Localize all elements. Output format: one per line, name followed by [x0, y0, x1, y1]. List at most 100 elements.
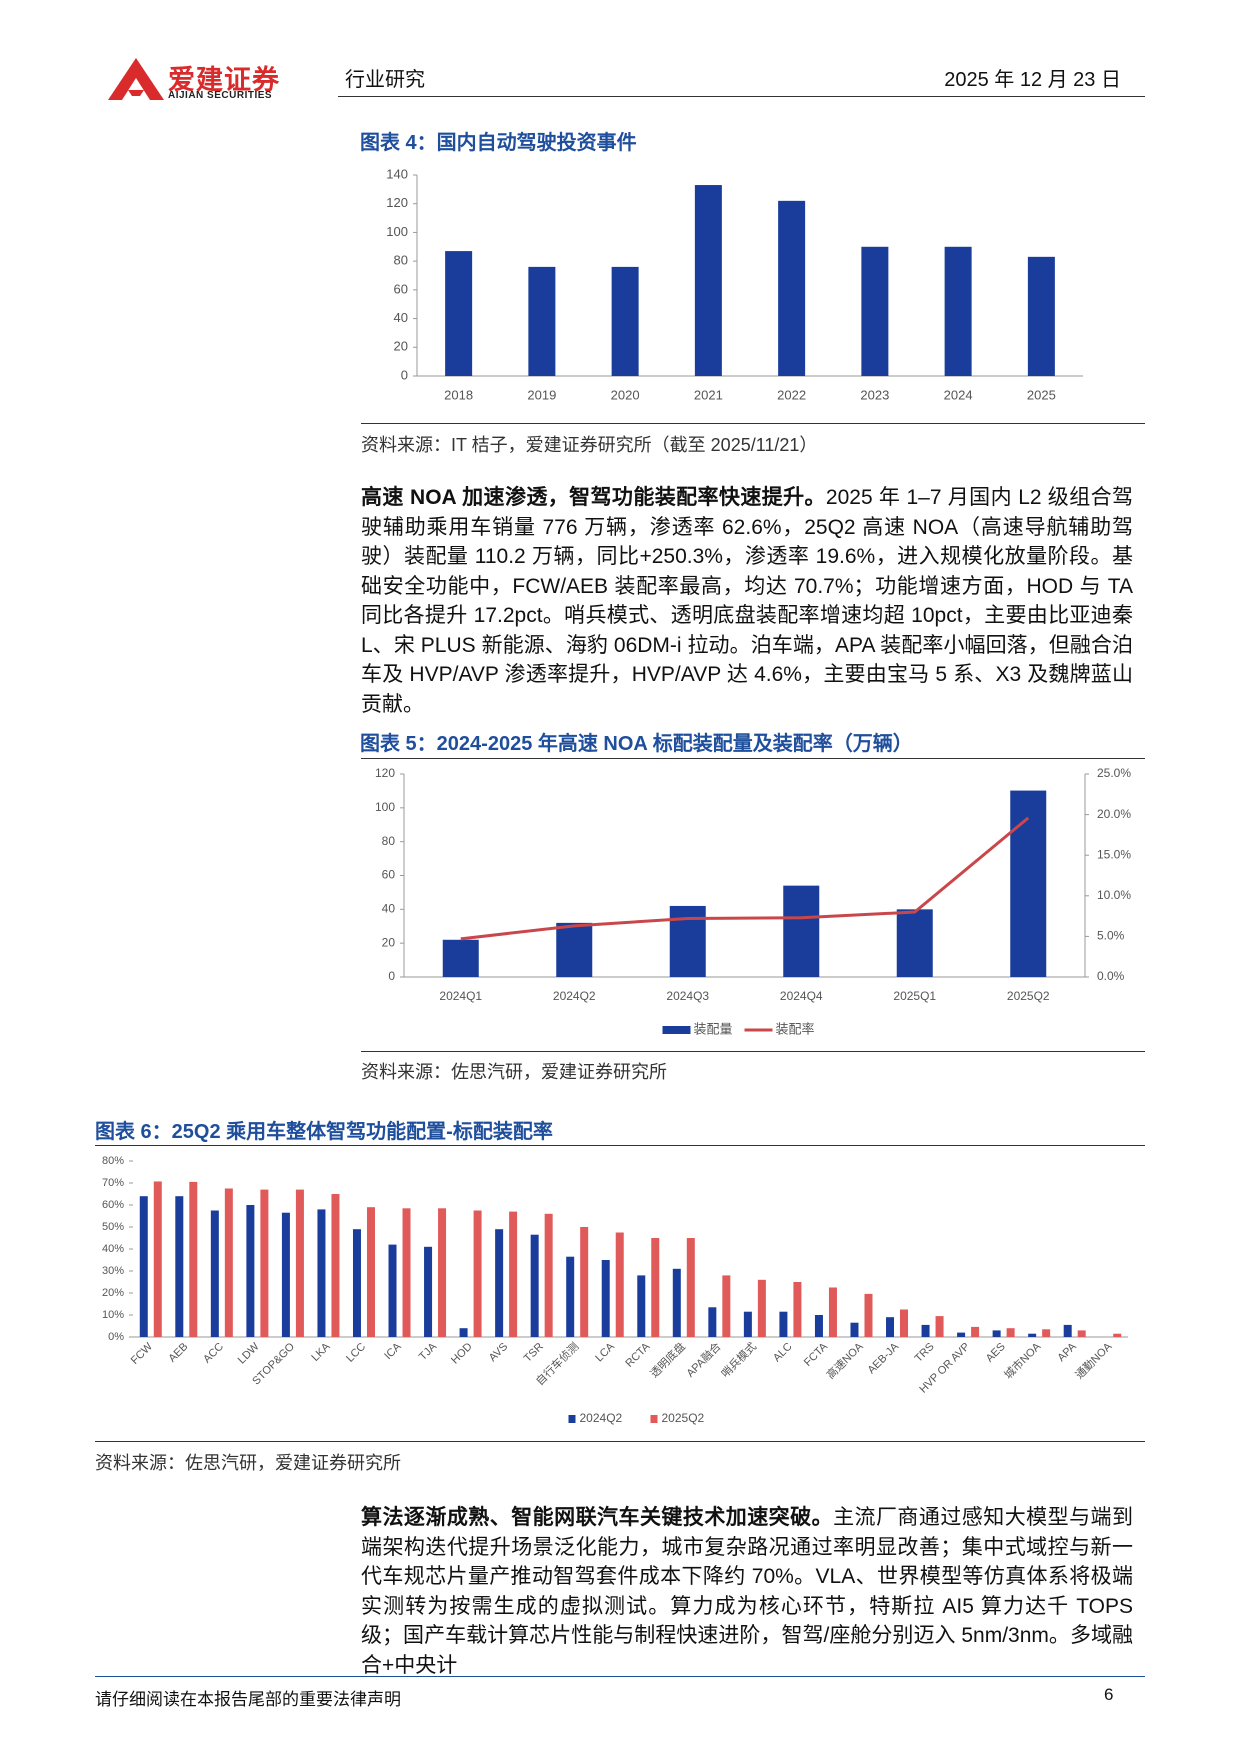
bar [438, 1208, 447, 1337]
x-tick-label: 2018 [444, 387, 473, 402]
bar [246, 1205, 255, 1337]
x-tick-label: AES [984, 1341, 1008, 1365]
bar [495, 1229, 504, 1337]
bar [722, 1275, 731, 1337]
y2-tick-label: 0.0% [1097, 969, 1125, 983]
bar [783, 885, 820, 977]
figure-source: 资料来源：佐思汽研，爱建证券研究所 [95, 1453, 401, 1473]
y-tick-label: 120 [375, 766, 395, 780]
x-tick-label: LKA [309, 1340, 333, 1364]
y-tick-label: 20 [382, 935, 396, 949]
y-tick-label: 0% [108, 1331, 124, 1343]
footer-disclaimer: 请仔细阅读在本报告尾部的重要法律声明 [95, 1690, 401, 1709]
figure-source: 资料来源：IT 桔子，爱建证券研究所（截至 2025/11/21） [361, 435, 818, 455]
x-tick-label: LCA [593, 1340, 617, 1364]
bar [743, 1311, 752, 1337]
y2-tick-label: 20.0% [1097, 807, 1131, 821]
paragraph: 算法逐渐成熟、智能网联汽车关键技术加速突破。主流厂商通过感知大模型与端到端架构迭… [361, 1503, 1133, 1680]
bar [615, 1232, 624, 1337]
y2-tick-label: 15.0% [1097, 847, 1131, 861]
y-tick-label: 100 [375, 800, 395, 814]
x-tick-label: 高速NOA [823, 1339, 866, 1382]
y-tick-label: 40 [382, 902, 396, 916]
y-tick-label: 0 [388, 969, 395, 983]
legend-label: 2025Q2 [662, 1411, 705, 1425]
bar [793, 1282, 802, 1337]
bar [1006, 1328, 1015, 1337]
y-tick-label: 50% [102, 1221, 124, 1233]
x-tick-label: 哨兵模式 [719, 1340, 759, 1380]
title-rule [95, 1145, 1145, 1146]
bar [669, 905, 706, 977]
bar [260, 1189, 269, 1337]
x-tick-label: ACC [201, 1341, 226, 1366]
chart: 0%10%20%30%40%50%60%70%80%FCW AEB ACC LDWST… [102, 1155, 1128, 1425]
bar [1027, 256, 1055, 376]
bar [473, 1210, 482, 1337]
y-tick-label: 40% [102, 1243, 124, 1255]
report-date: 2025 年 12 月 23 日 [944, 69, 1121, 91]
x-tick-label: TSR [522, 1341, 546, 1365]
footer-rule [95, 1676, 1145, 1677]
source-rule [95, 1441, 1145, 1442]
bar [556, 922, 593, 977]
legend-swatch [650, 1415, 658, 1423]
logo-text: 爱建证券 [168, 65, 280, 95]
y2-tick-label: 25.0% [1097, 766, 1131, 780]
chart: 0 20 40 60 80 100 120 140 2018 2019 2020 2021 2022 20… [386, 166, 1083, 402]
legend-swatch [662, 1026, 691, 1034]
bar [459, 1328, 468, 1337]
bar [814, 1315, 823, 1337]
x-tick-label: 2025Q1 [893, 989, 936, 1003]
x-tick-label: ICA [382, 1340, 404, 1362]
bar [224, 1188, 233, 1337]
title-rule [361, 758, 1145, 759]
bar [210, 1210, 219, 1337]
y-tick-label: 0 [401, 367, 408, 382]
legend-swatch [568, 1415, 576, 1423]
page-number: 6 [1104, 1685, 1114, 1704]
x-tick-label: 通勤NOA [1073, 1340, 1115, 1382]
bar [708, 1307, 717, 1337]
bar [566, 1256, 575, 1337]
bar [896, 909, 933, 977]
paragraph-lead: 算法逐渐成熟、智能网联汽车关键技术加速突破。 [361, 1506, 834, 1529]
bar [935, 1316, 944, 1337]
bar [281, 1212, 290, 1337]
x-tick-label: 2022 [777, 387, 806, 402]
y-tick-label: 80 [382, 834, 396, 848]
bar [757, 1279, 766, 1337]
bar [779, 1311, 788, 1337]
y2-tick-label: 5.0% [1097, 929, 1125, 943]
bar [580, 1227, 589, 1337]
bar [992, 1330, 1001, 1337]
y-tick-label: 40 [394, 310, 408, 325]
y-tick-label: 60% [102, 1199, 124, 1211]
legend-label: 2024Q2 [580, 1411, 623, 1425]
bar [686, 1238, 695, 1337]
x-tick-label: AEB [166, 1341, 190, 1365]
x-tick-label: 2024Q1 [439, 989, 482, 1003]
bar [601, 1260, 610, 1337]
bar [944, 246, 972, 376]
bar [651, 1238, 660, 1337]
bar [850, 1322, 859, 1337]
y-tick-label: 20% [102, 1287, 124, 1299]
figure-title: 图表 6：25Q2 乘用车整体智驾功能配置-标配装配率 [95, 1121, 553, 1143]
bar [153, 1181, 162, 1337]
bar [189, 1181, 198, 1337]
bar [445, 251, 473, 376]
x-tick-label: AEB-JA [865, 1340, 901, 1376]
chart: 0 20 40 60 80 100 120 2024Q1 2024Q2 2024Q3 2024Q4 2… [375, 766, 1131, 1036]
x-tick-label: FCW [129, 1340, 156, 1367]
x-tick-label: 2025 [1027, 387, 1056, 402]
section-label: 行业研究 [345, 69, 425, 91]
y-tick-label: 30% [102, 1265, 124, 1277]
paragraph-lead: 高速 NOA 加速渗透，智驾功能装配率快速提升。 [361, 486, 826, 509]
x-tick-label: 2024 [944, 387, 973, 402]
x-tick-label: 2024Q4 [780, 989, 823, 1003]
y-tick-label: 70% [102, 1177, 124, 1189]
y-tick-label: 80 [394, 253, 408, 268]
y-tick-label: 60 [394, 281, 408, 296]
